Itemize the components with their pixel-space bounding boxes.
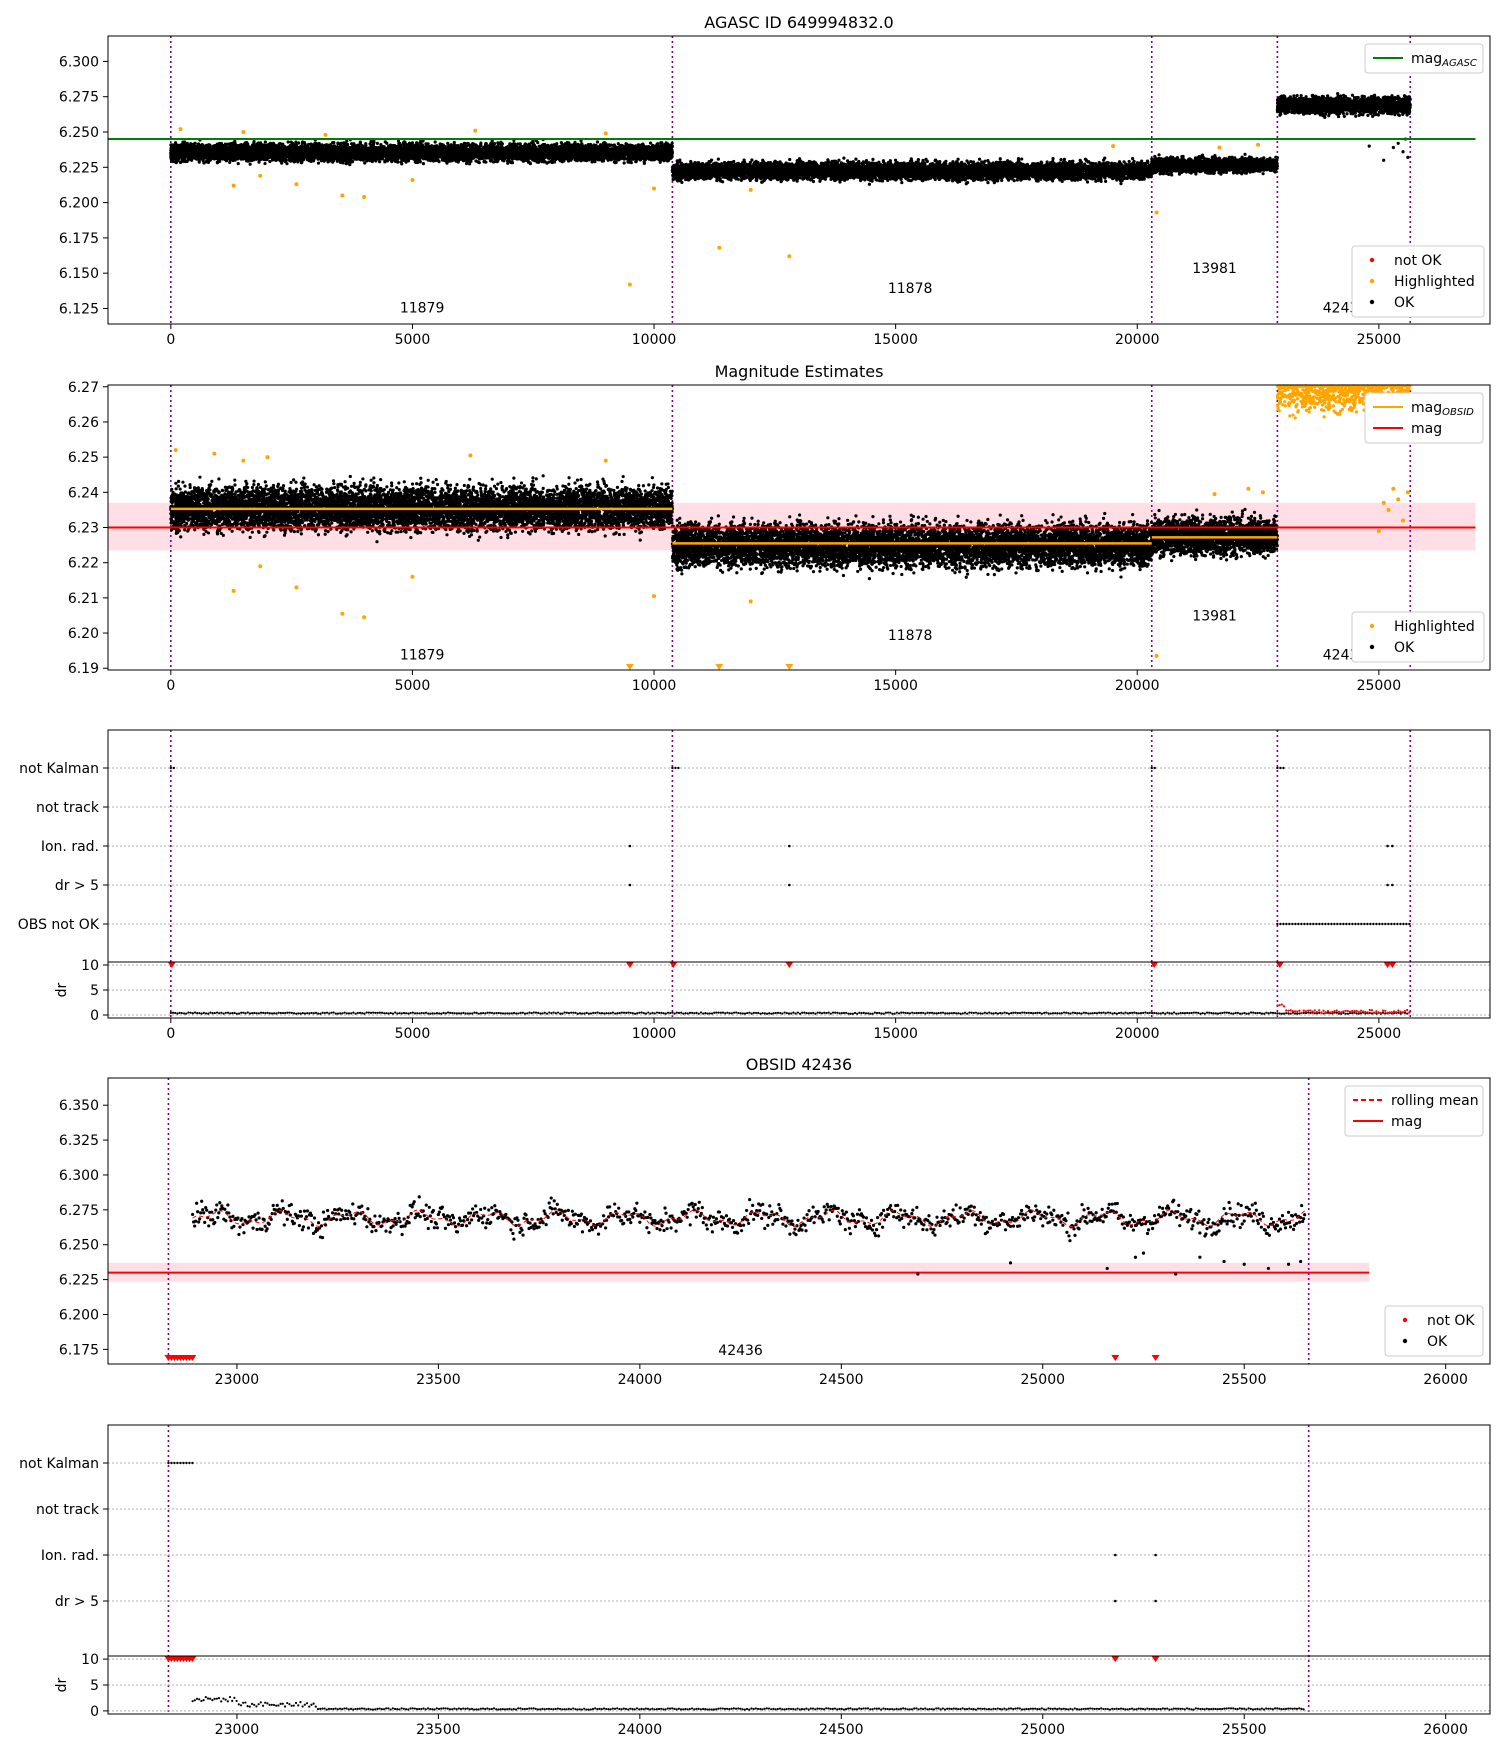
ok-point [623,161,626,164]
ok-point [538,145,541,148]
ok-point [411,141,414,144]
ok-point [574,159,577,162]
ok-point [415,141,418,144]
ok-point [439,142,442,145]
ok-point [286,140,289,143]
ok-point [484,142,487,145]
ok-point [289,141,292,144]
ok-point [317,162,320,165]
ok-point [596,140,599,143]
ok-point [263,162,266,165]
ok-point [216,161,219,164]
ok-point [547,160,550,163]
ok-point [332,141,335,144]
ok-point [434,140,437,143]
ok-point [634,160,637,163]
ok-point [249,163,252,166]
ok-point [446,142,449,145]
ok-point [207,161,210,164]
ok-point [384,140,387,143]
ok-point [474,159,477,162]
ok-point [472,157,475,160]
ok-point [252,141,255,144]
ok-point [501,142,504,145]
ok-point [376,142,379,145]
ok-point [228,161,231,164]
ok-point [237,162,240,165]
ok-point [350,142,353,145]
ok-point [264,140,267,143]
panel-agasc-data [108,36,1476,324]
